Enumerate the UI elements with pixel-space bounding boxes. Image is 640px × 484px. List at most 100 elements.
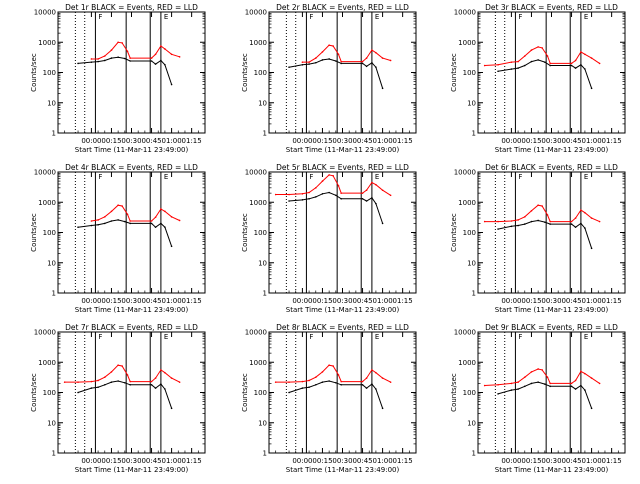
panel-1-xlabel: Start Time (11-Mar-11 23:49:00) — [75, 146, 189, 154]
panel-2-series-point — [340, 60, 342, 63]
panel-2-series-black-events — [288, 58, 384, 89]
panel-2-ytick-label: 1000 — [249, 39, 267, 47]
panel-5-ytick-label: 100 — [254, 229, 267, 237]
panel-9-ylabel: Counts/sec — [450, 373, 458, 412]
panel-3-series-point — [549, 64, 551, 67]
panel-6-ytick-label: 10 — [467, 259, 476, 267]
panel-3-xtick-label: 00:45 — [561, 137, 581, 145]
panel-1-series-black-events — [77, 56, 173, 85]
panel-3-series-point — [497, 63, 499, 66]
panel-5-series-point — [340, 192, 342, 194]
panel-6-ylabel: Counts/sec — [450, 213, 458, 252]
panel-8-series-point — [321, 371, 324, 373]
panel-7-title: Det 7r BLACK = Events, RED = LLD — [65, 323, 198, 332]
panel-5-xlabel: Start Time (11-Mar-11 23:49:00) — [286, 306, 400, 314]
panel-6-ytick-label: 100 — [463, 229, 476, 237]
panel-6-xtick-label: 00:30 — [541, 297, 561, 305]
panel-7-series-point — [103, 376, 106, 379]
panel-3-series-point — [523, 55, 526, 57]
panel-9-series-point — [598, 382, 601, 385]
panel-5-series-point — [371, 197, 373, 199]
panel-7-ytick-label: 10 — [47, 419, 56, 427]
panel-8-series-point — [381, 407, 384, 410]
panel-5-series-point — [371, 181, 373, 184]
panel-3-series-point — [590, 57, 593, 59]
panel-1-xtick-label: 00:45 — [141, 137, 161, 145]
panel-9-ytick-label: 10000 — [454, 329, 476, 337]
panel-6-series-point — [510, 225, 513, 228]
panel-9-series-point — [537, 381, 539, 383]
panel-8-series-point — [274, 381, 277, 383]
panel-2-mark-f: F — [309, 13, 313, 21]
panel-9-plot-frame — [477, 331, 626, 454]
panel-1-mark-e: E — [164, 13, 168, 21]
panel-3-series-point — [537, 59, 539, 61]
panel-5-ytick-label: 10 — [258, 259, 267, 267]
panel-4-ytick-label: 1 — [52, 290, 56, 298]
panel-8-series-red-lld — [275, 364, 391, 383]
panel-6-series-point — [483, 220, 486, 223]
panel-2-xtick-label: 01:00 — [372, 137, 392, 145]
panel-9-series-point — [584, 372, 586, 375]
panel-4-series-point — [154, 216, 157, 219]
panel-7-series-point — [97, 386, 99, 388]
panel-4-series-point — [170, 245, 173, 248]
panel-5-series-point — [321, 180, 324, 182]
panel-4-series-point — [170, 216, 173, 218]
panel-4-series-point — [129, 222, 131, 225]
panel-3-series-point — [580, 63, 582, 66]
panel-9-xtick-label: 00:00 — [501, 457, 521, 465]
panel-5-series-point — [361, 192, 364, 194]
panel-6-series-point — [510, 220, 513, 222]
panel-5-series-point — [301, 193, 304, 195]
panel-7-ytick-label: 100 — [43, 389, 56, 397]
panel-5-series-point — [381, 222, 384, 225]
panel-3-series-point — [546, 55, 549, 57]
panel-8-series-point — [321, 381, 324, 383]
panel-6-series-point — [530, 220, 533, 223]
panel-4-series-point — [164, 210, 166, 213]
panel-2-ytick-label: 10 — [258, 99, 267, 107]
panel-2-series-point — [332, 45, 334, 47]
panel-5-ylabel: Counts/sec — [241, 213, 249, 252]
panel-1-ytick-label: 10000 — [34, 9, 56, 17]
panel-6-ytick-label: 10000 — [454, 169, 476, 177]
panel-5-series-red-lld — [275, 174, 391, 196]
panel-7-series-point — [63, 381, 66, 383]
panel-7-xtick-label: 01:15 — [182, 457, 202, 465]
panel-1-series-point — [126, 50, 129, 53]
panel-7-series-point — [178, 381, 181, 383]
panel-7-series-point — [170, 377, 173, 379]
panel-4-series-point — [90, 224, 93, 227]
panel-7-series-point — [160, 383, 162, 385]
panel-2-xtick-label: 01:15 — [393, 137, 413, 145]
panel-4-series-point — [178, 219, 181, 222]
panel-8-series-point — [340, 383, 342, 386]
panel-5-series-point — [314, 196, 317, 198]
panel-2-xtick-label: 00:00 — [292, 137, 312, 145]
panel-1-plot-frame — [57, 11, 206, 134]
panel-4-series-red-lld — [91, 204, 180, 222]
panel-2-series-point — [314, 57, 317, 59]
panel-3-xtick-label: 00:15 — [521, 137, 541, 145]
panel-9-xtick-label: 00:30 — [541, 457, 561, 465]
panel-3-series-point — [574, 67, 577, 69]
panel-7-series-point — [97, 379, 99, 382]
panel-8-series-black-events — [288, 380, 384, 409]
panel-4-xtick-label: 00:00 — [81, 297, 101, 305]
panel-5-series-point — [335, 194, 337, 197]
panel-7-mark-e: E — [164, 333, 168, 341]
panel-3-series-point — [510, 68, 513, 70]
panel-1-ytick-label: 10 — [47, 99, 56, 107]
panel-1-ytick-label: 1 — [52, 130, 56, 138]
panel-2-series-point — [361, 60, 364, 63]
panel-9-series-black-events — [497, 381, 593, 409]
panel-1-series-point — [97, 58, 99, 60]
panel-8-ylabel: Counts/sec — [241, 373, 249, 412]
panel-3-series-point — [574, 59, 577, 62]
panel-1-series-point — [160, 59, 162, 62]
panel-7-xtick-label: 00:45 — [141, 457, 161, 465]
panel-5-series-point — [308, 198, 310, 200]
panel-6-xtick-label: 00:00 — [501, 297, 521, 305]
panel-9-series-point — [574, 379, 577, 382]
